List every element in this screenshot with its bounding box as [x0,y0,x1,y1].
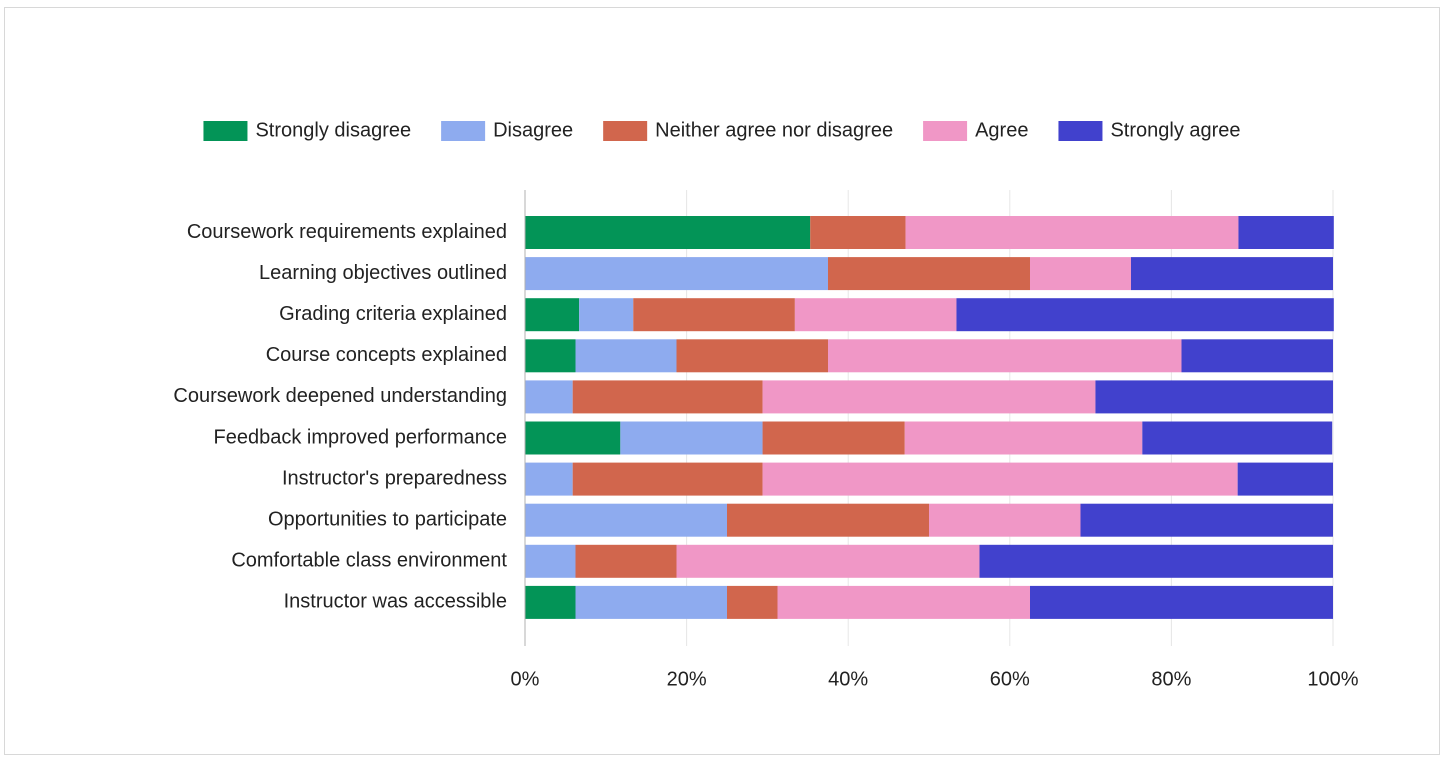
legend-label: Strongly disagree [255,119,411,141]
bar-grading-criteria-explained-agree [794,298,957,332]
bar-feedback-improved-performance-strongly-disagree [525,421,621,455]
bar-coursework-deepened-understanding-strongly-agree [1095,380,1333,414]
bar-learning-objectives-outlined-disagree [525,257,828,291]
category-label: Feedback improved performance [214,426,507,448]
legend-swatch [1058,121,1103,141]
bar-instructor-was-accessible-disagree [575,585,727,619]
bar-instructor-s-preparedness-agree [762,462,1238,496]
legend: Strongly disagree Disagree Neither agree n… [203,119,1241,141]
bar-grading-criteria-explained-disagree [579,298,634,332]
stacked-bar-chart: Strongly disagree Disagree Neither agree n… [173,119,1359,690]
legend-item-agree[interactable]: Agree [923,119,1028,141]
category-labels: Coursework requirements explained Learnin… [173,221,507,613]
bars [525,216,1334,619]
bar-instructor-was-accessible-strongly-agree [1030,585,1333,619]
bar-instructor-s-preparedness-strongly-agree [1237,462,1333,496]
bar-coursework-deepened-understanding-neither-agree-nor-disagree [572,380,763,414]
legend-item-strongly-disagree[interactable]: Strongly disagree [203,119,411,141]
legend-label: Neither agree nor disagree [655,119,893,141]
bar-course-concepts-explained-strongly-disagree [525,339,576,373]
legend-label: Strongly agree [1110,119,1240,141]
bar-feedback-improved-performance-disagree [620,421,763,455]
category-label: Coursework deepened understanding [173,385,507,407]
bar-learning-objectives-outlined-strongly-agree [1131,257,1333,291]
legend-swatch [203,121,248,141]
legend-swatch [441,121,486,141]
category-label: Opportunities to participate [268,508,507,530]
bar-course-concepts-explained-strongly-agree [1181,339,1333,373]
x-tick-label: 0% [511,668,540,690]
bar-instructor-s-preparedness-disagree [525,462,573,496]
legend-label: Agree [975,119,1028,141]
legend-label: Disagree [493,119,573,141]
bar-opportunities-to-participate-strongly-agree [1080,503,1333,537]
bar-coursework-requirements-explained-neither-agree-nor-disagree [810,216,906,249]
x-tick-label: 100% [1307,668,1358,690]
bar-opportunities-to-participate-agree [929,503,1081,537]
x-tick-label: 20% [667,668,707,690]
legend-swatch [923,121,968,141]
bar-instructor-was-accessible-neither-agree-nor-disagree [727,585,778,619]
category-label: Instructor was accessible [284,591,507,613]
category-label: Comfortable class environment [231,550,507,572]
x-tick-label: 80% [1151,668,1191,690]
bar-instructor-was-accessible-strongly-disagree [525,585,576,619]
x-tick-label: 40% [828,668,868,690]
legend-item-disagree[interactable]: Disagree [441,119,573,141]
bar-course-concepts-explained-agree [828,339,1182,373]
bar-coursework-requirements-explained-agree [905,216,1239,249]
x-tick-labels: 0% 20% 40% 60% 80% 100% [511,668,1359,690]
bar-instructor-was-accessible-agree [777,585,1030,619]
bar-feedback-improved-performance-neither-agree-nor-disagree [762,421,905,455]
bar-grading-criteria-explained-strongly-disagree [525,298,580,332]
bar-learning-objectives-outlined-agree [1030,257,1131,291]
chart-container: Strongly disagree Disagree Neither agree n… [4,7,1440,755]
bar-grading-criteria-explained-neither-agree-nor-disagree [633,298,795,332]
x-tick-label: 60% [990,668,1030,690]
bar-course-concepts-explained-disagree [575,339,677,373]
bar-learning-objectives-outlined-neither-agree-nor-disagree [828,257,1030,291]
bar-coursework-requirements-explained-strongly-agree [1238,216,1334,249]
category-label: Learning objectives outlined [259,262,507,284]
bar-opportunities-to-participate-neither-agree-nor-disagree [727,503,929,537]
bar-comfortable-class-environment-agree [676,544,980,578]
bar-feedback-improved-performance-agree [904,421,1143,455]
legend-swatch [603,121,648,141]
bar-course-concepts-explained-neither-agree-nor-disagree [676,339,828,373]
bar-coursework-deepened-understanding-agree [762,380,1096,414]
bar-coursework-requirements-explained-strongly-disagree [525,216,811,249]
bar-comfortable-class-environment-disagree [525,544,576,578]
category-label: Instructor's preparedness [282,467,507,489]
bar-coursework-deepened-understanding-disagree [525,380,573,414]
bar-feedback-improved-performance-strongly-agree [1142,421,1333,455]
legend-item-strongly-agree[interactable]: Strongly agree [1058,119,1241,141]
legend-item-neither-agree-nor-disagree[interactable]: Neither agree nor disagree [603,119,893,141]
bar-comfortable-class-environment-neither-agree-nor-disagree [575,544,677,578]
category-label: Coursework requirements explained [187,221,507,243]
bar-comfortable-class-environment-strongly-agree [979,544,1333,578]
category-label: Course concepts explained [266,344,507,366]
bar-opportunities-to-participate-disagree [525,503,727,537]
category-label: Grading criteria explained [279,303,507,325]
bar-grading-criteria-explained-strongly-agree [956,298,1334,332]
bar-instructor-s-preparedness-neither-agree-nor-disagree [572,462,763,496]
